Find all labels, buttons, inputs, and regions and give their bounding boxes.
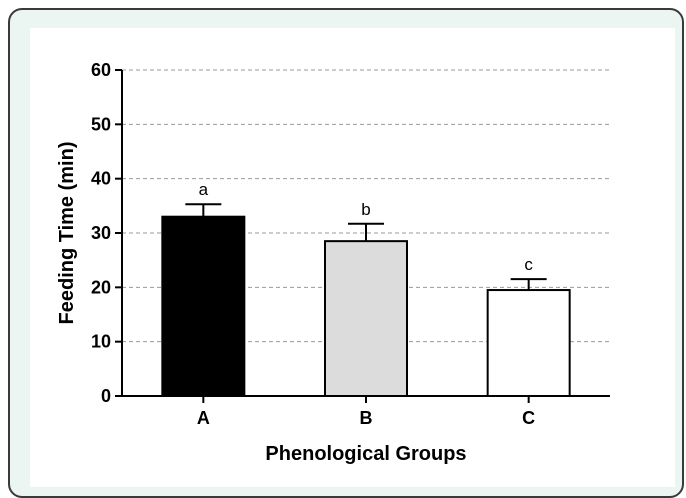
bar-c [486, 289, 571, 397]
significance-label: b [361, 200, 370, 219]
significance-label: a [199, 180, 209, 199]
x-axis-title: Phenological Groups [265, 443, 466, 465]
y-tick-label: 40 [91, 169, 111, 189]
significance-label: c [524, 255, 533, 274]
y-tick-label: 30 [91, 223, 111, 243]
bar-b [324, 240, 408, 397]
y-axis-title: Feeding Time (min) [56, 142, 78, 325]
bars: a b c [161, 180, 571, 397]
x-tick-label: A [197, 408, 210, 428]
y-tick-label: 50 [91, 114, 111, 134]
bar-a [161, 215, 246, 397]
y-tick-label: 0 [101, 386, 111, 406]
y-tick-label: 10 [91, 332, 111, 352]
y-tick-label: 20 [91, 277, 111, 297]
x-tick-label: B [360, 408, 373, 428]
axes: 0 10 20 30 40 50 60 A B C [91, 60, 610, 428]
y-tick-label: 60 [91, 60, 111, 80]
x-tick-label: C [522, 408, 535, 428]
bar-chart: a b c 0 10 20 30 40 50 60 A B C Phenological Groups… [56, 60, 610, 465]
